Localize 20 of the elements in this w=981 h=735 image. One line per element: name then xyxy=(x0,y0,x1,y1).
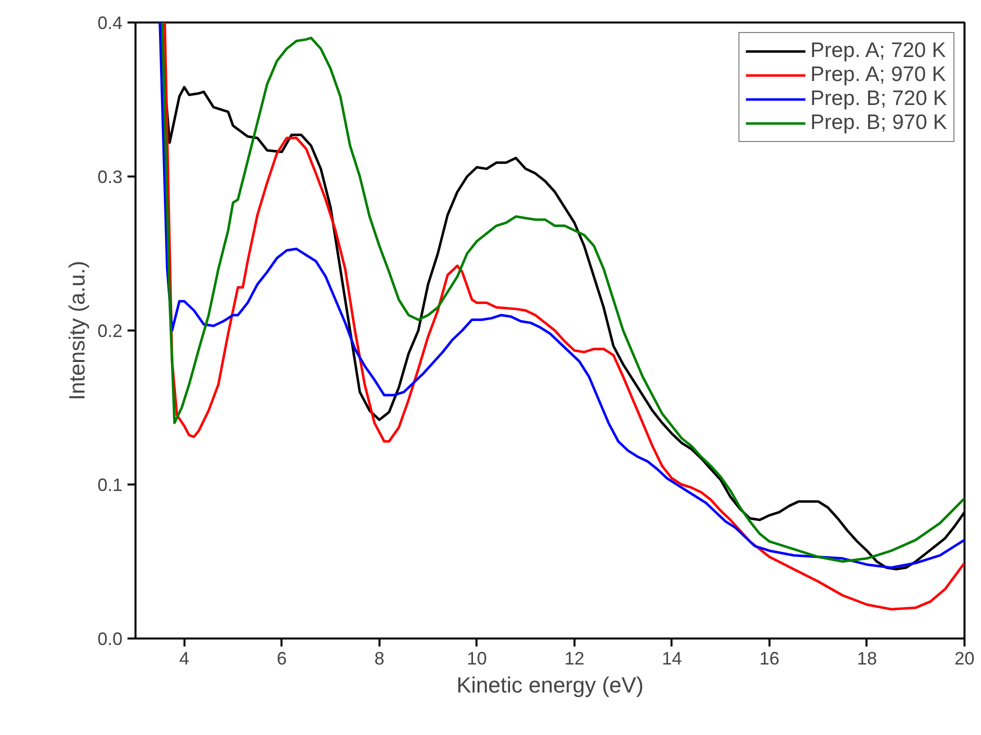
legend-label: Prep. A; 970 K xyxy=(810,63,946,87)
y-tick-label: 0.2 xyxy=(97,321,123,341)
x-axis-title: Kinetic energy (eV) xyxy=(456,672,644,698)
y-tick-label: 0.1 xyxy=(97,475,123,495)
x-tick-label: 14 xyxy=(662,648,682,668)
y-axis-title: Intensity (a.u.) xyxy=(64,260,90,400)
x-tick-label: 20 xyxy=(954,648,975,668)
x-tick-label: 18 xyxy=(856,648,877,668)
legend-label: Prep. B; 720 K xyxy=(810,87,947,111)
legend-label: Prep. A; 720 K xyxy=(810,39,946,63)
x-tick-label: 6 xyxy=(276,648,287,668)
x-tick-label: 10 xyxy=(466,648,487,668)
x-tick-label: 16 xyxy=(759,648,780,668)
y-tick-label: 0.4 xyxy=(97,13,123,33)
y-tick-label: 0.3 xyxy=(97,167,123,187)
legend-label: Prep. B; 970 K xyxy=(810,111,947,135)
x-tick-label: 4 xyxy=(179,648,190,668)
x-tick-label: 8 xyxy=(374,648,384,668)
y-tick-label: 0.0 xyxy=(97,629,123,649)
x-tick-label: 12 xyxy=(564,648,584,668)
